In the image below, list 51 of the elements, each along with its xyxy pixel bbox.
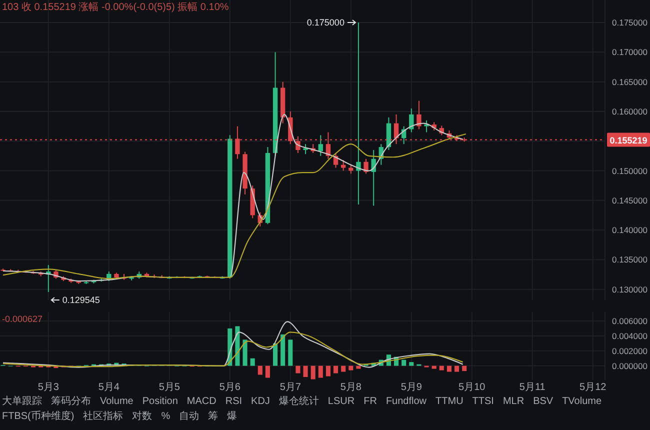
text: KDJ xyxy=(251,396,270,407)
x-tick-label: 5月9 xyxy=(400,382,422,393)
text: % xyxy=(161,411,170,422)
y-tick-label: 0.004000 xyxy=(612,330,648,341)
chart-title: -0.000627 xyxy=(2,314,43,324)
text: 爆 xyxy=(227,410,238,422)
y-tick-label: 0.130000 xyxy=(612,284,648,294)
text: 筹码分布 xyxy=(51,395,91,407)
y-tick-label: 0.170000 xyxy=(612,47,648,58)
text: TVolume xyxy=(562,396,602,407)
y-tick-label: 0.135000 xyxy=(612,254,648,265)
text: MLR xyxy=(502,396,524,407)
text: TTSI xyxy=(472,396,494,407)
x-tick-label: 5月8 xyxy=(340,382,362,393)
text: LSUR xyxy=(328,396,355,407)
text: 大单跟踪 xyxy=(2,395,42,407)
x-tick-label: 5月12 xyxy=(580,382,607,393)
text: 对数 xyxy=(132,410,152,422)
text: 社区指标 xyxy=(83,410,124,422)
ref-line-label: 0.155219 xyxy=(610,135,648,146)
chart-subtitle: 103 收 0.155219 涨幅 -0.00%(-0.0(5)5) 振幅 0.10% xyxy=(2,1,229,13)
text: Position xyxy=(142,396,178,407)
text: 筹 xyxy=(208,410,218,422)
x-tick-label: 5月11 xyxy=(519,382,546,393)
annotation: 0.175000 xyxy=(306,18,344,28)
y-tick-label: 0.140000 xyxy=(612,225,648,236)
text: FTBS(币种维度) xyxy=(2,410,74,422)
y-tick-label: 0.006000 xyxy=(612,316,648,326)
x-tick-label: 5月7 xyxy=(280,382,302,393)
x-tick-label: 5月3 xyxy=(38,382,60,393)
text: FR xyxy=(364,396,377,407)
text: Volume xyxy=(100,396,134,407)
y-tick-label: 0.175000 xyxy=(612,18,648,28)
y-tick-label: 0.145000 xyxy=(612,195,648,206)
x-tick-label: 5月4 xyxy=(98,382,120,393)
y-tick-label: 0.165000 xyxy=(612,76,648,87)
text: Fundflow xyxy=(386,396,428,407)
y-tick-label: 0.002000 xyxy=(612,346,648,356)
text: MACD xyxy=(186,396,216,407)
text: 爆仓统计 xyxy=(278,395,319,407)
text: BSV xyxy=(533,396,554,407)
text: RSI xyxy=(225,396,242,407)
annotation: 0.129545 xyxy=(62,295,100,306)
y-tick-label: 0.150000 xyxy=(612,166,648,176)
y-tick-label: 0.160000 xyxy=(612,106,648,116)
x-tick-label: 5月6 xyxy=(219,382,241,393)
text: 自动 xyxy=(179,410,200,422)
x-tick-label: 5月10 xyxy=(458,382,486,393)
text: TTMU xyxy=(436,396,464,407)
x-tick-label: 5月5 xyxy=(158,382,180,393)
y-tick-label: 0.000000 xyxy=(612,360,648,371)
